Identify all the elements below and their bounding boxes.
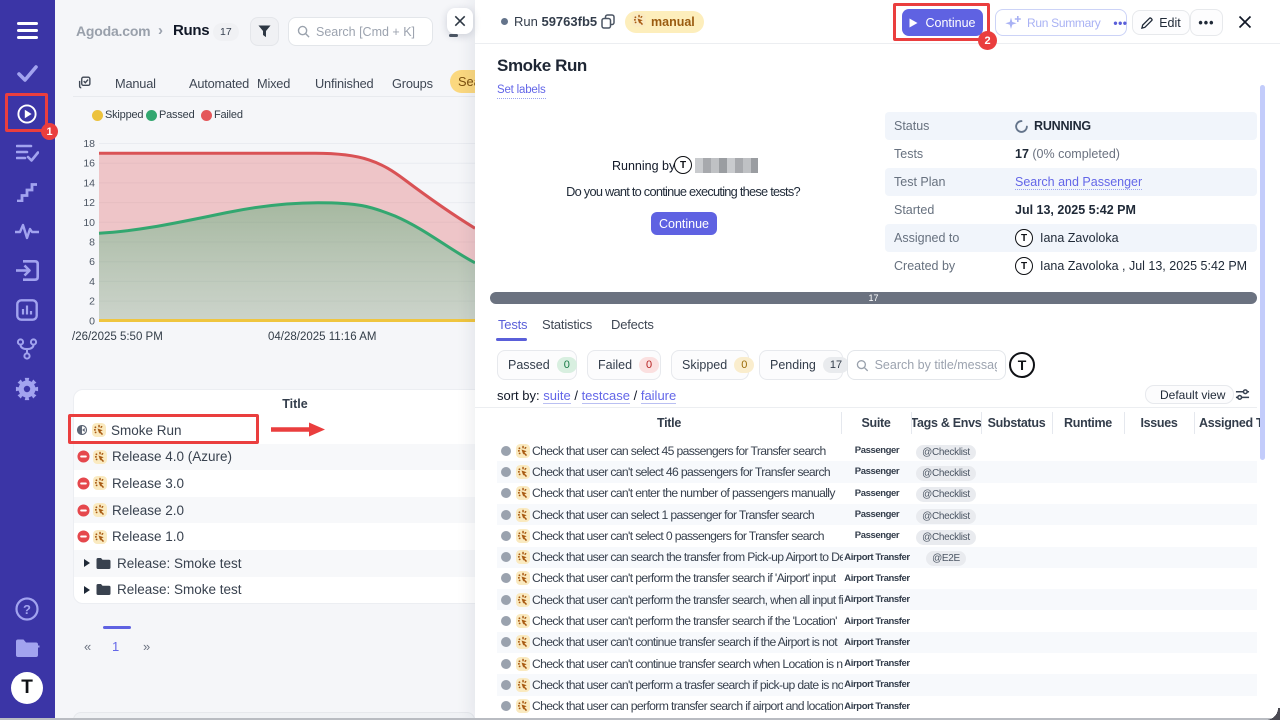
- svg-text:2: 2: [89, 296, 95, 308]
- svg-text:4: 4: [89, 276, 95, 288]
- svg-text:8: 8: [89, 237, 95, 249]
- svg-text:0: 0: [89, 315, 95, 327]
- svg-text:6: 6: [89, 256, 95, 268]
- svg-text:18: 18: [83, 138, 95, 150]
- svg-text:14: 14: [83, 177, 95, 189]
- svg-text:?: ?: [23, 602, 31, 617]
- svg-text:12: 12: [83, 197, 95, 209]
- svg-text:10: 10: [83, 217, 95, 229]
- svg-text:16: 16: [83, 158, 95, 170]
